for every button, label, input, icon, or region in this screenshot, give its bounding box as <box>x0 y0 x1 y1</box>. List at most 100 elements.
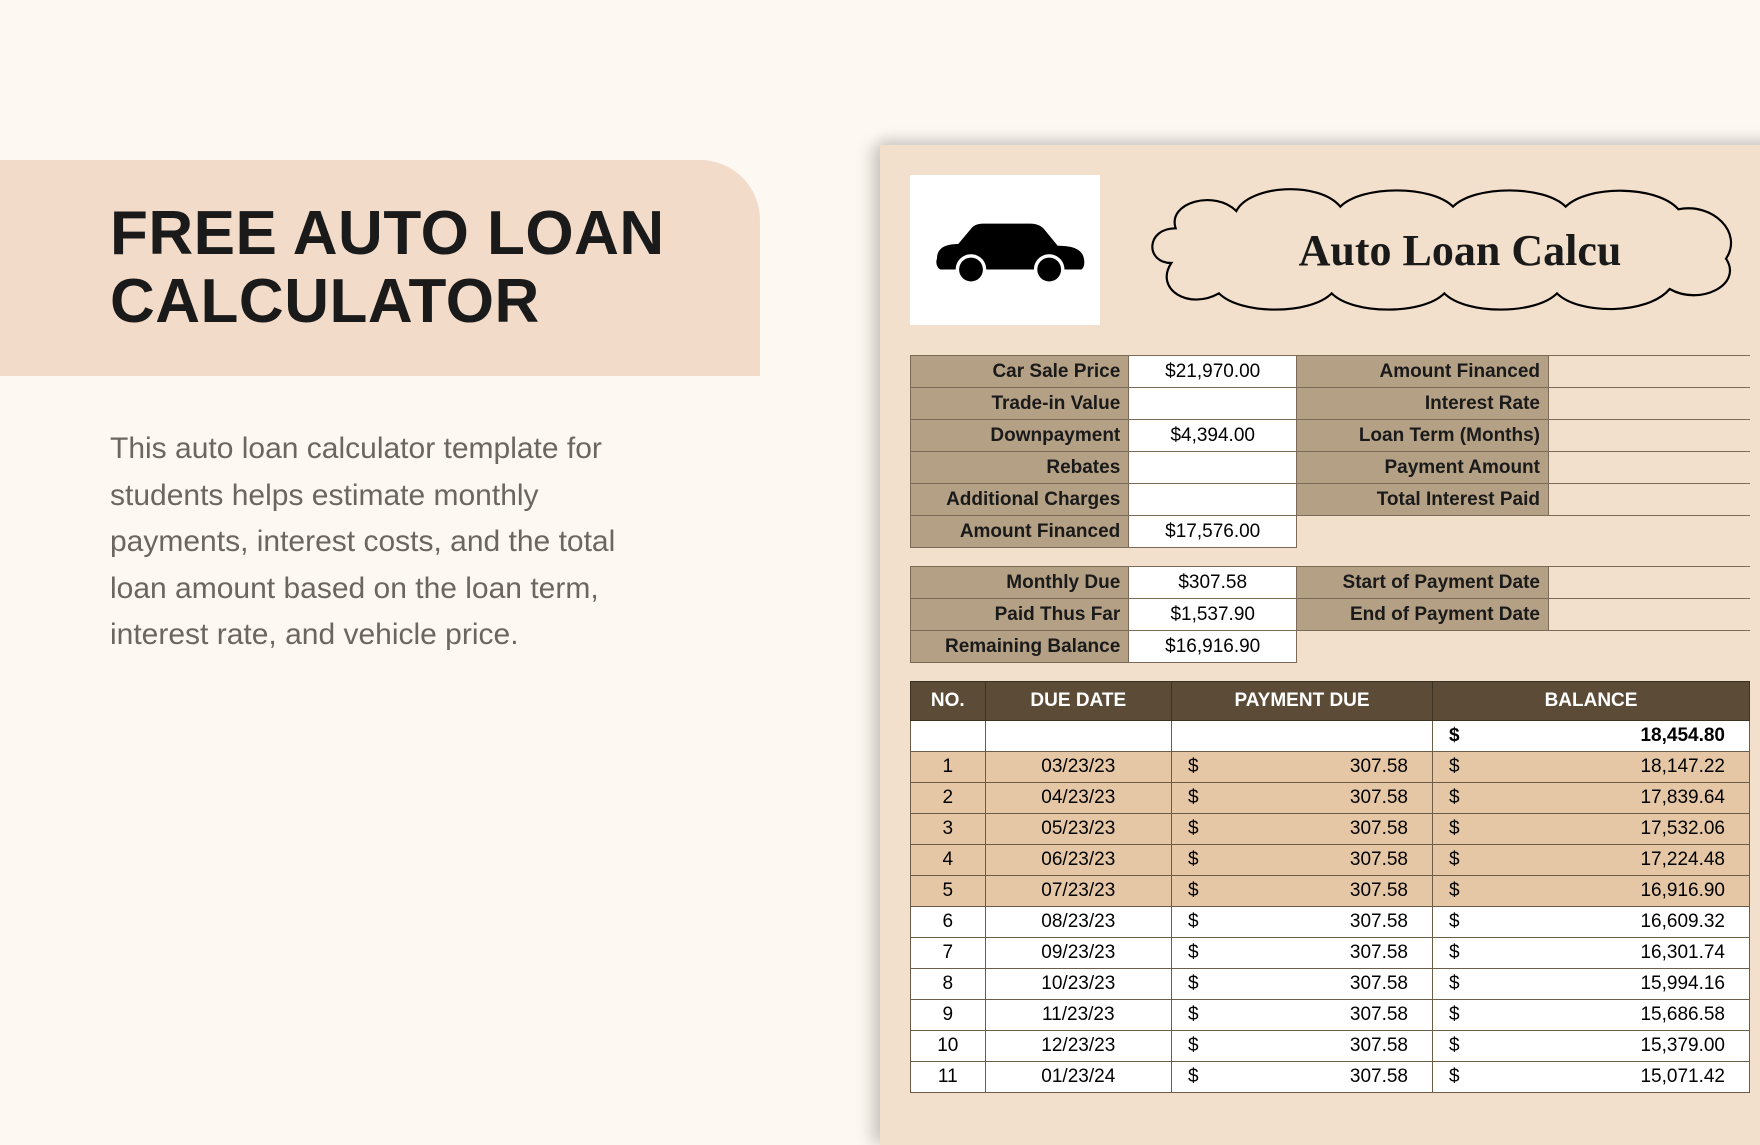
sheet-title: Auto Loan Calcu <box>1130 185 1750 315</box>
row-no: 7 <box>911 938 986 969</box>
row-balance: $15,071.42 <box>1433 1062 1750 1093</box>
table-row: 406/23/23$307.58$17,224.48 <box>911 845 1750 876</box>
row-payment: $307.58 <box>1172 907 1433 938</box>
row-balance: $16,301.74 <box>1433 938 1750 969</box>
row-no: 6 <box>911 907 986 938</box>
row-date: 07/23/23 <box>985 876 1171 907</box>
field-label: Downpayment <box>911 420 1129 452</box>
row-date: 03/23/23 <box>985 752 1171 783</box>
row-date: 01/23/24 <box>985 1062 1171 1093</box>
row-payment: $307.58 <box>1172 969 1433 1000</box>
field-label: Total Interest Paid <box>1297 484 1549 516</box>
schedule-header: PAYMENT DUE <box>1172 682 1433 721</box>
table-row: 507/23/23$307.58$16,916.90 <box>911 876 1750 907</box>
row-date: 09/23/23 <box>985 938 1171 969</box>
field-label: Paid Thus Far <box>911 599 1129 631</box>
row-date: 04/23/23 <box>985 783 1171 814</box>
field-label: Rebates <box>911 452 1129 484</box>
field-label: End of Payment Date <box>1297 599 1549 631</box>
table-cell <box>1172 721 1433 752</box>
sheet-header: Auto Loan Calcu <box>910 175 1750 325</box>
row-payment: $307.58 <box>1172 876 1433 907</box>
row-balance: $15,379.00 <box>1433 1031 1750 1062</box>
table-row: 305/23/23$307.58$17,532.06 <box>911 814 1750 845</box>
row-payment: $307.58 <box>1172 845 1433 876</box>
row-no: 11 <box>911 1062 986 1093</box>
field-value: $21,970.00 <box>1129 356 1297 388</box>
car-icon-box <box>910 175 1100 325</box>
table-cell <box>911 721 986 752</box>
row-no: 2 <box>911 783 986 814</box>
row-no: 3 <box>911 814 986 845</box>
loan-summary-table: Monthly Due$307.58Start of Payment Date P… <box>910 566 1750 663</box>
row-balance: $17,224.48 <box>1433 845 1750 876</box>
table-row: 1012/23/23$307.58$15,379.00 <box>911 1031 1750 1062</box>
table-row: 810/23/23$307.58$15,994.16 <box>911 969 1750 1000</box>
row-no: 5 <box>911 876 986 907</box>
field-value <box>1129 484 1297 516</box>
row-payment: $307.58 <box>1172 814 1433 845</box>
row-balance: $18,147.22 <box>1433 752 1750 783</box>
row-no: 8 <box>911 969 986 1000</box>
table-row: 709/23/23$307.58$16,301.74 <box>911 938 1750 969</box>
row-balance: $16,609.32 <box>1433 907 1750 938</box>
row-date: 08/23/23 <box>985 907 1171 938</box>
row-balance: $17,839.64 <box>1433 783 1750 814</box>
field-value: $4,394.00 <box>1129 420 1297 452</box>
row-no: 1 <box>911 752 986 783</box>
amortization-schedule: NO.DUE DATEPAYMENT DUEBALANCE$18,454.801… <box>910 681 1750 1093</box>
row-date: 05/23/23 <box>985 814 1171 845</box>
field-label: Remaining Balance <box>911 631 1129 663</box>
row-date: 11/23/23 <box>985 1000 1171 1031</box>
promo-left-panel: FREE AUTO LOAN CALCULATOR This auto loan… <box>0 160 760 699</box>
field-label: Car Sale Price <box>911 356 1129 388</box>
field-label: Interest Rate <box>1297 388 1549 420</box>
field-value <box>1129 388 1297 420</box>
row-balance: $15,686.58 <box>1433 1000 1750 1031</box>
spreadsheet-preview: Auto Loan Calcu Car Sale Price$21,970.00… <box>880 145 1760 1145</box>
field-label: Trade-in Value <box>911 388 1129 420</box>
field-label: Additional Charges <box>911 484 1129 516</box>
field-label: Loan Term (Months) <box>1297 420 1549 452</box>
row-payment: $307.58 <box>1172 1000 1433 1031</box>
field-value: $17,576.00 <box>1129 516 1297 548</box>
field-value: $1,537.90 <box>1129 599 1297 631</box>
cloud-title: Auto Loan Calcu <box>1130 185 1750 315</box>
field-value: $307.58 <box>1129 567 1297 599</box>
row-payment: $307.58 <box>1172 1031 1433 1062</box>
car-icon <box>920 210 1090 290</box>
loan-inputs-table: Car Sale Price$21,970.00Amount FinancedT… <box>910 355 1750 548</box>
row-date: 10/23/23 <box>985 969 1171 1000</box>
table-cell <box>985 721 1171 752</box>
row-no: 4 <box>911 845 986 876</box>
table-row: 204/23/23$307.58$17,839.64 <box>911 783 1750 814</box>
row-date: 12/23/23 <box>985 1031 1171 1062</box>
row-no: 9 <box>911 1000 986 1031</box>
field-value <box>1129 452 1297 484</box>
schedule-header: NO. <box>911 682 986 721</box>
field-label: Amount Financed <box>1297 356 1549 388</box>
row-balance: $16,916.90 <box>1433 876 1750 907</box>
table-row: 1101/23/24$307.58$15,071.42 <box>911 1062 1750 1093</box>
promo-description: This auto loan calculator template for s… <box>0 376 700 699</box>
row-no: 10 <box>911 1031 986 1062</box>
promo-title: FREE AUTO LOAN CALCULATOR <box>110 200 700 336</box>
field-value: $16,916.90 <box>1129 631 1297 663</box>
title-block: FREE AUTO LOAN CALCULATOR <box>0 160 760 376</box>
row-payment: $307.58 <box>1172 938 1433 969</box>
field-label: Monthly Due <box>911 567 1129 599</box>
table-row: 911/23/23$307.58$15,686.58 <box>911 1000 1750 1031</box>
row-payment: $307.58 <box>1172 1062 1433 1093</box>
row-balance: $15,994.16 <box>1433 969 1750 1000</box>
row-balance: $17,532.06 <box>1433 814 1750 845</box>
schedule-header: BALANCE <box>1433 682 1750 721</box>
row-date: 06/23/23 <box>985 845 1171 876</box>
table-row: 608/23/23$307.58$16,609.32 <box>911 907 1750 938</box>
field-label: Payment Amount <box>1297 452 1549 484</box>
field-label: Start of Payment Date <box>1297 567 1549 599</box>
row-payment: $307.58 <box>1172 783 1433 814</box>
row-payment: $307.58 <box>1172 752 1433 783</box>
field-label: Amount Financed <box>911 516 1129 548</box>
table-row: 103/23/23$307.58$18,147.22 <box>911 752 1750 783</box>
table-cell: $18,454.80 <box>1433 721 1750 752</box>
